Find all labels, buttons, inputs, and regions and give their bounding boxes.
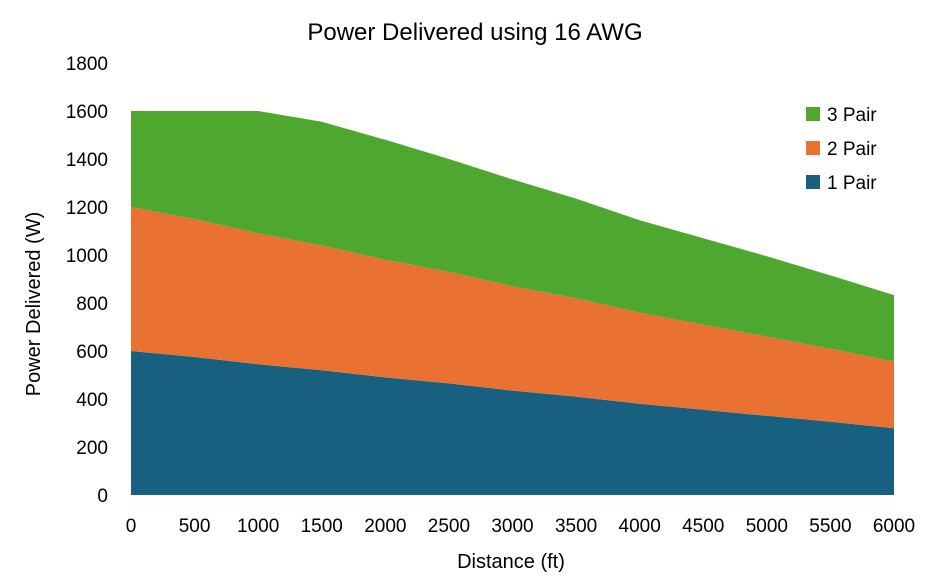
legend-swatch-2-pair: [806, 141, 820, 155]
x-tick-label: 1000: [237, 516, 279, 537]
y-tick-label: 1800: [66, 54, 108, 75]
x-tick-label: 2500: [428, 516, 470, 537]
y-tick-label: 800: [76, 294, 108, 315]
x-tick-label: 0: [126, 516, 137, 537]
y-axis-title: Power Delivered (W): [23, 212, 45, 396]
x-tick-label: 6000: [873, 516, 915, 537]
chart-title: Power Delivered using 16 AWG: [307, 19, 642, 46]
legend-label-1-pair: 1 Pair: [827, 173, 877, 194]
y-tick-label: 1000: [66, 246, 108, 267]
y-tick-label: 600: [76, 342, 108, 363]
y-axis-ticks: 0 200 400 600 800 1000 1200 1400 1600 1800: [66, 54, 108, 507]
x-tick-label: 5000: [746, 516, 788, 537]
y-tick-label: 400: [76, 390, 108, 411]
area-series-group: [131, 111, 894, 495]
x-tick-label: 4500: [682, 516, 724, 537]
x-tick-label: 500: [179, 516, 211, 537]
legend-swatch-1-pair: [806, 175, 820, 189]
x-tick-label: 4000: [619, 516, 661, 537]
area-2-pair: [131, 207, 894, 429]
y-tick-label: 200: [76, 438, 108, 459]
x-tick-label: 3000: [491, 516, 533, 537]
area-3-pair: [131, 111, 894, 362]
x-tick-label: 3500: [555, 516, 597, 537]
x-tick-label: 2000: [364, 516, 406, 537]
legend: 3 Pair 2 Pair 1 Pair: [806, 105, 877, 194]
area-1-pair: [131, 351, 894, 495]
x-axis-ticks: 0 500 1000 1500 2000 2500 3000 3500 4000 4500 5000…: [126, 516, 915, 537]
x-axis-title: Distance (ft): [457, 551, 565, 573]
y-tick-label: 1400: [66, 150, 108, 171]
legend-label-3-pair: 3 Pair: [827, 105, 877, 126]
legend-swatch-3-pair: [806, 107, 820, 121]
legend-label-2-pair: 2 Pair: [827, 139, 877, 160]
y-tick-label: 1200: [66, 198, 108, 219]
y-tick-label: 1600: [66, 102, 108, 123]
x-tick-label: 1500: [301, 516, 343, 537]
x-tick-label: 5500: [809, 516, 851, 537]
y-tick-label: 0: [97, 486, 108, 507]
